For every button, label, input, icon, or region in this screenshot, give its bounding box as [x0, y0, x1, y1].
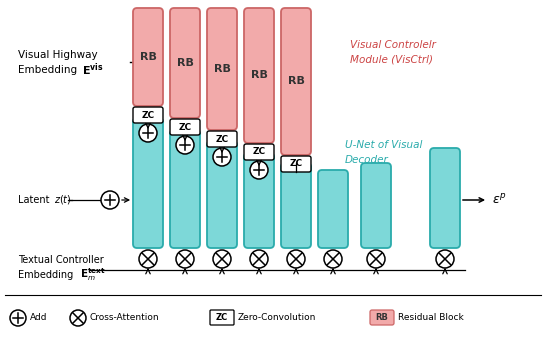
- Circle shape: [436, 250, 454, 268]
- Text: Textual Controller: Textual Controller: [18, 255, 104, 265]
- Text: Cross-Attention: Cross-Attention: [90, 314, 159, 323]
- Text: Add: Add: [30, 314, 48, 323]
- Circle shape: [250, 250, 268, 268]
- Circle shape: [70, 310, 86, 326]
- FancyBboxPatch shape: [170, 130, 200, 248]
- Circle shape: [10, 310, 26, 326]
- Circle shape: [287, 250, 305, 268]
- Text: RB: RB: [140, 52, 157, 62]
- FancyBboxPatch shape: [281, 163, 311, 248]
- Text: ZC: ZC: [179, 122, 192, 131]
- Text: RB: RB: [176, 58, 193, 68]
- FancyBboxPatch shape: [133, 107, 163, 123]
- FancyBboxPatch shape: [361, 163, 391, 248]
- FancyBboxPatch shape: [207, 131, 237, 147]
- Text: Visual Controlelr: Visual Controlelr: [350, 40, 436, 50]
- Text: Latent: Latent: [18, 195, 52, 205]
- FancyBboxPatch shape: [244, 153, 274, 248]
- Text: ZC: ZC: [141, 110, 155, 120]
- Circle shape: [250, 161, 268, 179]
- Text: $\mathbf{E}_m^\mathbf{text}$: $\mathbf{E}_m^\mathbf{text}$: [80, 267, 105, 283]
- Text: Residual Block: Residual Block: [398, 314, 464, 323]
- Text: U-Net of Visual: U-Net of Visual: [345, 140, 423, 150]
- Text: RB: RB: [288, 77, 305, 87]
- Text: Zero-Convolution: Zero-Convolution: [238, 314, 316, 323]
- FancyBboxPatch shape: [170, 8, 200, 118]
- FancyBboxPatch shape: [133, 8, 163, 106]
- Text: ZC: ZC: [289, 159, 302, 168]
- Circle shape: [176, 136, 194, 154]
- Text: ZC: ZC: [216, 135, 229, 143]
- Text: $z(t)$: $z(t)$: [54, 194, 72, 206]
- Text: ZC: ZC: [216, 314, 228, 323]
- Circle shape: [213, 250, 231, 268]
- Text: RB: RB: [376, 314, 388, 323]
- FancyBboxPatch shape: [281, 156, 311, 172]
- Text: Embedding: Embedding: [18, 65, 80, 75]
- FancyBboxPatch shape: [207, 8, 237, 130]
- FancyBboxPatch shape: [244, 8, 274, 143]
- Text: Decoder: Decoder: [345, 155, 389, 165]
- Text: Visual Highway: Visual Highway: [18, 50, 98, 60]
- FancyBboxPatch shape: [370, 310, 394, 325]
- FancyBboxPatch shape: [207, 141, 237, 248]
- Text: RB: RB: [213, 64, 230, 74]
- FancyBboxPatch shape: [244, 144, 274, 160]
- Circle shape: [139, 250, 157, 268]
- Circle shape: [213, 148, 231, 166]
- FancyBboxPatch shape: [430, 148, 460, 248]
- FancyBboxPatch shape: [318, 170, 348, 248]
- FancyBboxPatch shape: [210, 310, 234, 325]
- FancyBboxPatch shape: [170, 119, 200, 135]
- Circle shape: [176, 250, 194, 268]
- Text: ZC: ZC: [252, 147, 265, 157]
- Circle shape: [367, 250, 385, 268]
- FancyBboxPatch shape: [281, 8, 311, 155]
- Text: RB: RB: [251, 70, 268, 80]
- Text: Embedding: Embedding: [18, 270, 76, 280]
- Text: $\mathbf{E}^\mathbf{vis}$: $\mathbf{E}^\mathbf{vis}$: [82, 62, 104, 78]
- Text: $\epsilon^p$: $\epsilon^p$: [492, 193, 507, 207]
- Circle shape: [139, 124, 157, 142]
- Circle shape: [324, 250, 342, 268]
- Circle shape: [101, 191, 119, 209]
- FancyBboxPatch shape: [133, 118, 163, 248]
- Text: Module (VisCtrl): Module (VisCtrl): [350, 55, 433, 65]
